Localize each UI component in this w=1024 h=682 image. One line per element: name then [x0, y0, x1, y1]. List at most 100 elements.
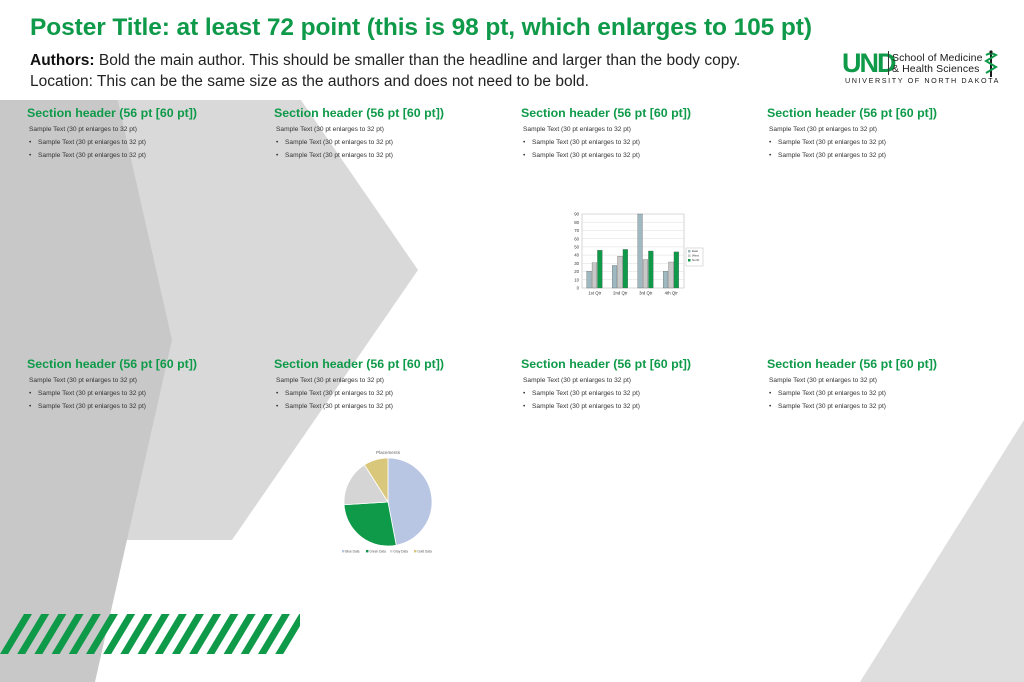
x-tick-label: 3rd Qtr [639, 291, 653, 296]
logo-school-line: School of Medicine [892, 52, 983, 64]
sample-text: Sample Text (30 pt enlarges to 32 pt) [29, 377, 138, 384]
pie-title: Placements [376, 450, 401, 455]
legend-swatch [688, 259, 691, 262]
bullet-item: Sample Text (30 pt enlarges to 32 pt) [523, 152, 761, 160]
logo-university-line: UNIVERSITY OF NORTH DAKOTA [845, 76, 1001, 85]
bullet-list: Sample Text (30 pt enlarges to 32 pt) Sa… [767, 139, 1007, 160]
stripe [86, 614, 118, 654]
stripe [240, 614, 273, 654]
section-header: Section header (56 pt [60 pt]) [27, 357, 198, 371]
stripe [154, 614, 187, 654]
bullet-item: Sample Text (30 pt enlarges to 32 pt) [276, 390, 514, 398]
stripe [137, 614, 170, 654]
y-tick-label: 60 [574, 236, 579, 241]
bar-east-2 [612, 265, 618, 289]
authors-label: Authors: [30, 52, 95, 69]
section-header: Section header (56 pt [60 pt]) [274, 106, 445, 120]
bar-west-2 [617, 256, 623, 289]
bar-west-4 [668, 261, 674, 289]
bullet-list: Sample Text (30 pt enlarges to 32 pt) Sa… [521, 139, 761, 160]
bullet-item: Sample Text (30 pt enlarges to 32 pt) [276, 139, 514, 147]
bar-east-3 [637, 213, 643, 289]
legend-label: Green Data [369, 549, 386, 553]
bullet-item: Sample Text (30 pt enlarges to 32 pt) [769, 152, 1007, 160]
stripe [51, 614, 84, 654]
y-tick-label: 70 [574, 228, 579, 233]
bar-north-2 [622, 249, 628, 289]
logo-separator [888, 51, 889, 75]
section-3: Section header (56 pt [60 pt]) Sample Te… [521, 105, 761, 160]
pie-chart: Placements Blue Data Green Data Gray Data Go… [342, 450, 433, 553]
bg-inner-chevron [0, 0, 172, 682]
legend-label: Blue Data [345, 549, 359, 553]
bullet-list: Sample Text (30 pt enlarges to 32 pt) Sa… [274, 390, 514, 411]
legend-label: Gray Data [393, 549, 408, 553]
stripe [275, 614, 300, 654]
legend-swatch [688, 250, 691, 253]
legend-swatch [390, 550, 393, 553]
y-tick-label: 90 [574, 212, 579, 217]
y-tick-label: 0 [577, 286, 580, 291]
y-tick-label: 50 [574, 244, 579, 249]
stripe [120, 614, 153, 654]
section-5: Section header (56 pt [60 pt]) Sample Te… [27, 356, 267, 411]
bullet-item: Sample Text (30 pt enlarges to 32 pt) [769, 139, 1007, 147]
green-stripes-decoration [0, 614, 300, 654]
section-header: Section header (56 pt [60 pt]) [521, 106, 692, 120]
bullet-item: Sample Text (30 pt enlarges to 32 pt) [29, 403, 267, 411]
location-line: Location: This can be the same size as t… [30, 73, 589, 90]
section-7: Section header (56 pt [60 pt]) Sample Te… [521, 356, 761, 411]
y-tick-label: 10 [574, 277, 579, 282]
stripe [0, 614, 32, 654]
legend-swatch [414, 550, 417, 553]
bar-north-1 [597, 250, 603, 289]
bar-west-3 [642, 259, 649, 289]
y-tick-label: 20 [574, 269, 579, 274]
caduceus-icon [984, 50, 998, 77]
sample-text: Sample Text (30 pt enlarges to 32 pt) [769, 126, 878, 133]
bullet-item: Sample Text (30 pt enlarges to 32 pt) [29, 152, 267, 160]
pie-slice-1 [387, 457, 433, 546]
bar-north-3 [648, 250, 654, 289]
stripe [172, 614, 204, 654]
legend-label: North [692, 258, 700, 262]
bullet-list: Sample Text (30 pt enlarges to 32 pt) Sa… [521, 390, 761, 411]
pie-slice-2 [343, 501, 397, 547]
bullet-item: Sample Text (30 pt enlarges to 32 pt) [523, 390, 761, 398]
sample-text: Sample Text (30 pt enlarges to 32 pt) [523, 126, 632, 133]
sample-text: Sample Text (30 pt enlarges to 32 pt) [29, 126, 138, 133]
sample-text: Sample Text (30 pt enlarges to 32 pt) [769, 377, 878, 384]
und-logo: UND School of Medicine & Health Sciences… [842, 48, 1002, 88]
section-header: Section header (56 pt [60 pt]) [767, 357, 938, 371]
bar-west-1 [591, 262, 597, 289]
sample-text: Sample Text (30 pt enlarges to 32 pt) [276, 126, 385, 133]
bullet-list: Sample Text (30 pt enlarges to 32 pt) Sa… [27, 390, 267, 411]
x-tick-label: 2nd Qtr [613, 291, 628, 296]
section-8: Section header (56 pt [60 pt]) Sample Te… [767, 356, 1007, 411]
bar-east-4 [663, 271, 669, 289]
y-tick-label: 30 [574, 261, 579, 266]
bullet-item: Sample Text (30 pt enlarges to 32 pt) [29, 139, 267, 147]
stripe [258, 614, 290, 654]
legend-swatch [688, 254, 691, 257]
authors-text: Bold the main author. This should be sma… [98, 52, 741, 69]
legend-swatch [366, 550, 369, 553]
bar-north-4 [673, 251, 679, 289]
sample-text: Sample Text (30 pt enlarges to 32 pt) [523, 377, 632, 384]
bar-chart: 0 10 20 30 40 50 60 70 80 90 1st Qtr 2nd Qtr 3rd Qtr… [574, 212, 704, 296]
legend-label: East [692, 249, 698, 253]
logo-und-mark: UND [842, 48, 896, 78]
logo-health-line: & Health Sciences [892, 63, 980, 75]
bg-corner-triangle [860, 420, 1024, 682]
section-1: Section header (56 pt [60 pt]) Sample Te… [27, 105, 267, 160]
bar-east-1 [586, 271, 592, 289]
stripe [68, 614, 101, 654]
y-tick-label: 40 [574, 253, 579, 258]
authors-line: Authors: Bold the main author. This shou… [30, 52, 740, 70]
bullet-item: Sample Text (30 pt enlarges to 32 pt) [523, 139, 761, 147]
stripe [189, 614, 222, 654]
stripe [103, 614, 136, 654]
legend-label: Gold Data [417, 549, 432, 553]
bullet-item: Sample Text (30 pt enlarges to 32 pt) [276, 403, 514, 411]
